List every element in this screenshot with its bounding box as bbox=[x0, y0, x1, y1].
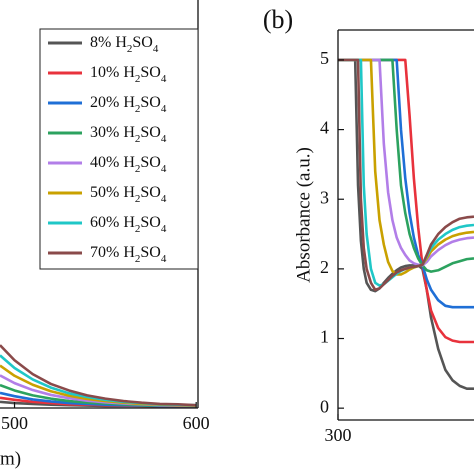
y-tick-label: 5 bbox=[320, 48, 329, 68]
legend-label: 60% H2SO4 bbox=[90, 214, 167, 235]
x-tick-label: 600 bbox=[183, 413, 210, 433]
y-tick-label: 2 bbox=[320, 257, 329, 277]
x-tick-label: 300 bbox=[325, 425, 352, 445]
legend-label: 70% H2SO4 bbox=[90, 244, 167, 265]
legend-label: 20% H2SO4 bbox=[90, 94, 167, 115]
series-line bbox=[0, 344, 197, 407]
legend-box bbox=[39, 28, 199, 270]
series-line bbox=[338, 58, 474, 292]
y-axis-label: Absorbance (a.u.) bbox=[293, 147, 314, 283]
y-tick-label: 3 bbox=[320, 187, 329, 207]
y-tick-label: 1 bbox=[320, 327, 329, 347]
series-line bbox=[338, 58, 474, 276]
x-tick-label: 500 bbox=[1, 413, 28, 433]
x-axis-label: m) bbox=[0, 448, 21, 469]
y-tick-label: 0 bbox=[320, 396, 329, 416]
legend-label: 50% H2SO4 bbox=[90, 184, 167, 205]
series-line bbox=[338, 58, 474, 390]
y-tick-label: 4 bbox=[320, 118, 329, 138]
plot-area bbox=[338, 58, 474, 390]
legend-label: 40% H2SO4 bbox=[90, 154, 167, 175]
plot-area bbox=[0, 344, 197, 408]
panel-label: (b) bbox=[263, 5, 293, 34]
legend-label: 10% H2SO4 bbox=[90, 64, 167, 85]
legend-label: 30% H2SO4 bbox=[90, 124, 167, 145]
legend-label: 8% H2SO4 bbox=[90, 34, 159, 55]
